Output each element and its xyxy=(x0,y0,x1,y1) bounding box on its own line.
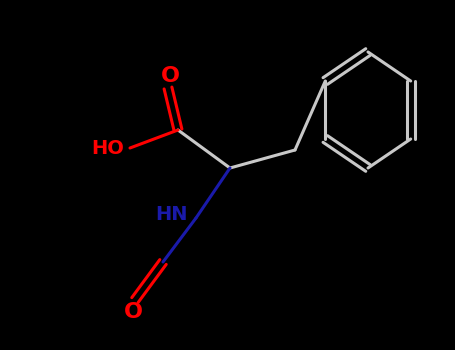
Text: O: O xyxy=(123,302,142,322)
Text: HN: HN xyxy=(156,204,188,224)
Text: HO: HO xyxy=(91,139,124,158)
Text: O: O xyxy=(161,66,180,86)
